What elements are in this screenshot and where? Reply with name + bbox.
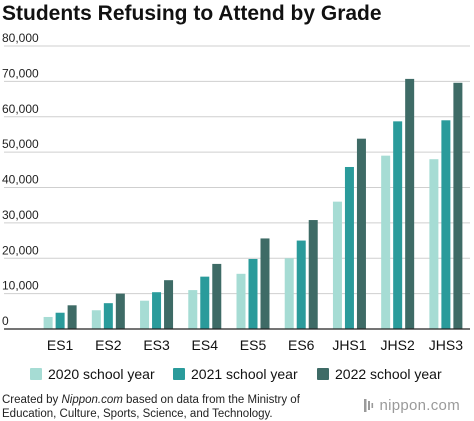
bar-es6-2 (296, 240, 306, 329)
brand-name: nippon.com (379, 397, 460, 414)
source-note: Created by Nippon.com based on data from… (2, 393, 342, 421)
y-axis-tick-labels: 0 10,000 20,000 30,000 40,000 50,000 60,000 70,… (2, 31, 39, 328)
bar-es5-3 (260, 238, 270, 329)
x-tick-label: ES2 (95, 337, 122, 353)
x-tick-label: JHS2 (381, 337, 415, 353)
bar-jhs3-3 (453, 82, 463, 329)
source-prefix: Created by (2, 394, 62, 406)
bars (43, 78, 463, 330)
bar-es2-3 (115, 293, 125, 329)
bar-es4-1 (188, 290, 198, 329)
legend-swatch-2021 (173, 368, 185, 380)
x-tick-label: ES5 (240, 337, 267, 353)
bar-jhs3-1 (429, 159, 439, 329)
bar-es2-2 (103, 303, 113, 329)
legend-label-2021: 2021 school year (191, 366, 298, 382)
bar-jhs2-2 (393, 121, 403, 329)
source-rest: based on data from the Ministry of Educa… (2, 394, 300, 420)
y-tick-label: 50,000 (2, 137, 39, 151)
bar-jhs3-2 (441, 120, 451, 329)
bar-jhs1-1 (332, 201, 342, 329)
grid-lines (4, 45, 470, 295)
y-tick-label: 0 (2, 314, 9, 328)
y-tick-label: 20,000 (2, 243, 39, 257)
legend-item-2021: 2021 school year (173, 366, 298, 382)
bar-es5-1 (236, 273, 246, 329)
legend-item-2020: 2020 school year (30, 366, 155, 382)
bar-es4-2 (200, 276, 210, 329)
y-tick-label: 60,000 (2, 102, 39, 116)
bar-es4-3 (212, 263, 222, 329)
bar-es6-1 (284, 258, 294, 329)
source-site: Nippon.com (61, 394, 123, 406)
y-tick-label: 40,000 (2, 173, 39, 187)
bar-jhs2-1 (381, 155, 391, 329)
bar-jhs1-3 (356, 138, 366, 329)
legend: 2020 school year 2021 school year 2022 s… (0, 366, 474, 386)
bar-es3-2 (152, 292, 162, 329)
bar-jhs1-2 (344, 166, 354, 329)
legend-label-2022: 2022 school year (335, 366, 442, 382)
bar-es3-3 (164, 280, 174, 329)
nippon-logo-icon (364, 399, 374, 412)
legend-item-2022: 2022 school year (317, 366, 442, 382)
y-tick-label: 30,000 (2, 208, 39, 222)
x-tick-label: ES3 (143, 337, 170, 353)
chart-title: Students Refusing to Attend by Grade (2, 2, 382, 25)
x-tick-label: JHS3 (429, 337, 463, 353)
bar-es2-1 (91, 310, 101, 329)
bar-es1-2 (55, 312, 65, 329)
bar-es6-3 (308, 220, 318, 329)
y-tick-label: 70,000 (2, 66, 39, 80)
x-tick-label: ES6 (288, 337, 315, 353)
bar-jhs2-3 (405, 78, 415, 330)
legend-swatch-2022 (317, 368, 329, 380)
brand-watermark: nippon.com (364, 397, 460, 414)
x-tick-label: ES1 (47, 337, 74, 353)
y-tick-label: 80,000 (2, 31, 39, 45)
x-tick-label: ES4 (192, 337, 219, 353)
x-axis-tick-labels: ES1 ES2 ES3 ES4 ES5 ES6 JHS1 JHS2 JHS3 (47, 337, 463, 353)
legend-label-2020: 2020 school year (48, 366, 155, 382)
bar-es5-2 (248, 258, 258, 329)
bar-es1-1 (43, 316, 53, 329)
bar-es3-1 (140, 300, 150, 329)
legend-swatch-2020 (30, 368, 42, 380)
x-tick-label: JHS1 (332, 337, 366, 353)
y-tick-label: 10,000 (2, 279, 39, 293)
bar-es1-3 (67, 305, 77, 329)
